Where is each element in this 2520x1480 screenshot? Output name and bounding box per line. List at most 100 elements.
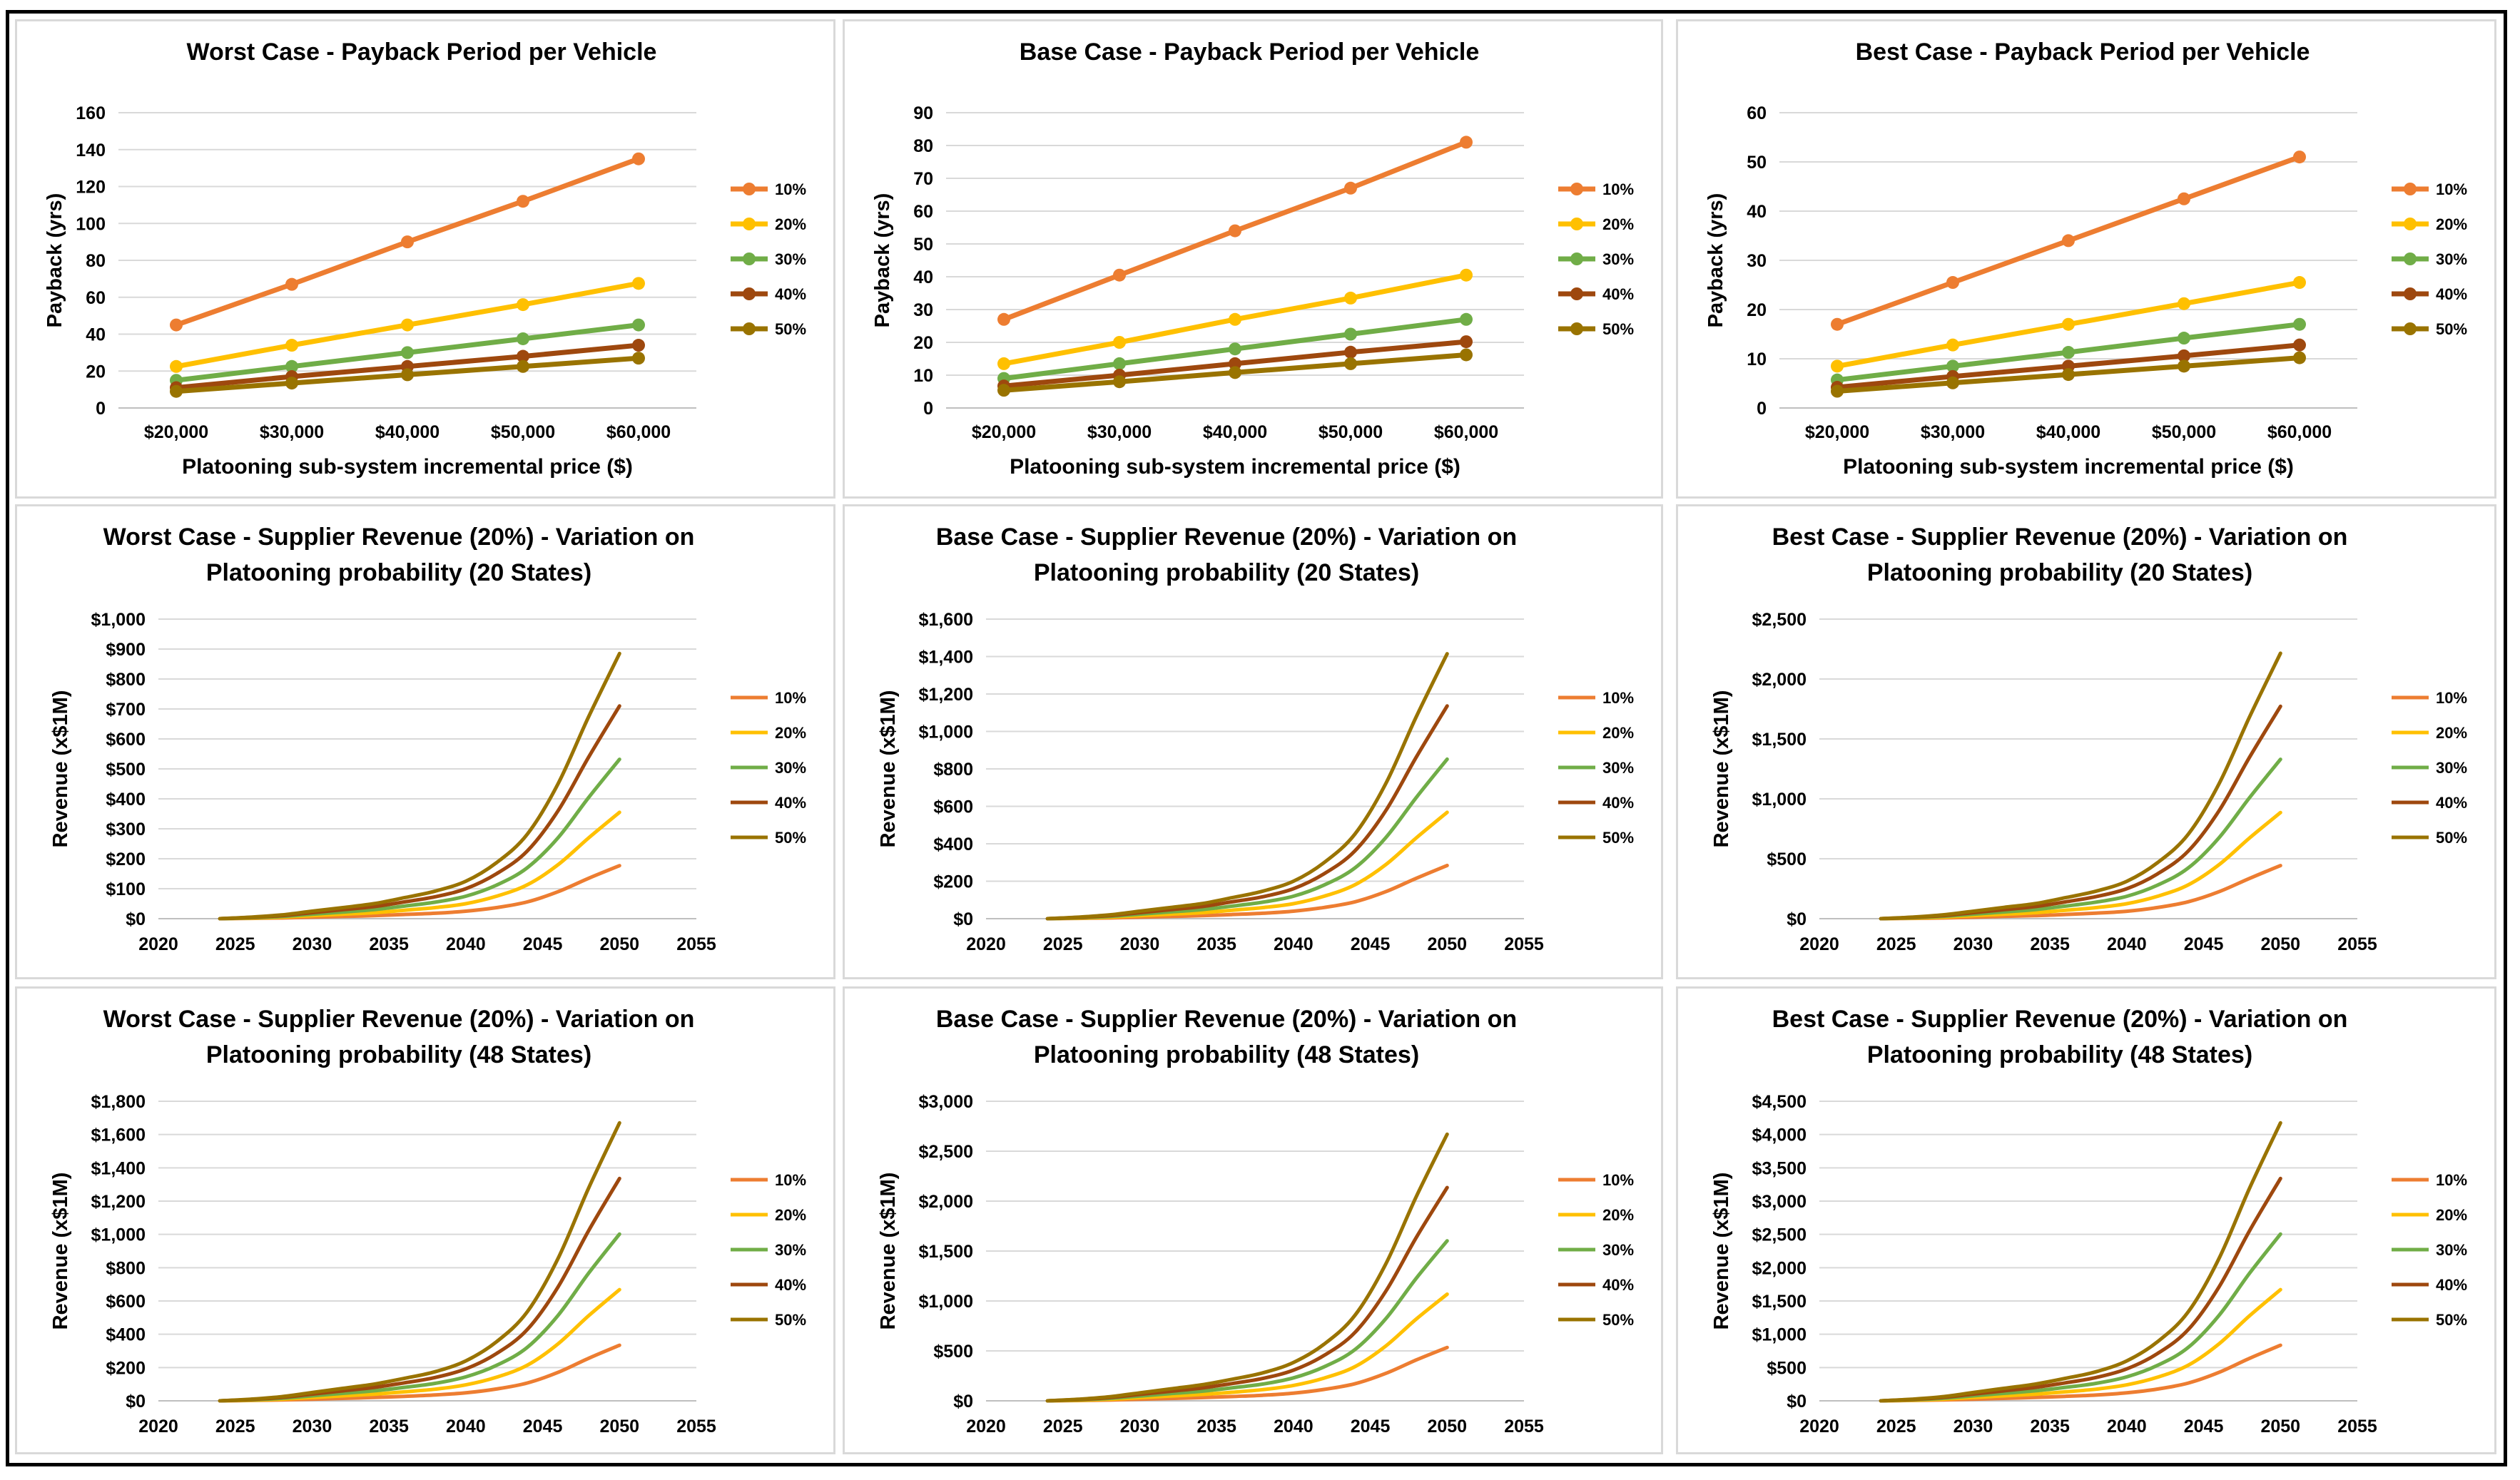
y-tick-label: $2,500 [1752, 610, 1807, 630]
x-tick-label: 2035 [2030, 934, 2070, 954]
legend-label: 40% [2436, 794, 2467, 812]
legend-label: 20% [2436, 724, 2467, 742]
x-tick-label: 2030 [293, 934, 332, 954]
x-tick-label: 2020 [138, 1417, 178, 1436]
x-tick-label: 2045 [2184, 1417, 2224, 1436]
data-point [2293, 150, 2306, 164]
series-line-50% [1879, 651, 2282, 921]
data-point [1460, 268, 1473, 282]
legend-label: 30% [775, 250, 806, 268]
y-axis-label: Revenue (x$1M) [49, 690, 72, 848]
legend-label: 50% [775, 829, 806, 847]
data-point [1229, 312, 1241, 326]
y-tick-label: $1,000 [1752, 1325, 1807, 1345]
data-point [170, 318, 183, 332]
y-tick-label: $400 [933, 835, 973, 854]
y-axis-label: Revenue (x$1M) [1710, 1173, 1733, 1330]
y-tick-label: $1,200 [919, 685, 973, 705]
legend-label: 40% [775, 794, 806, 812]
x-tick-label: 2045 [1351, 1417, 1391, 1436]
y-tick-label: $1,000 [91, 1225, 146, 1245]
y-axis-label: Revenue (x$1M) [49, 1173, 72, 1330]
x-tick-label: 2025 [215, 1417, 255, 1436]
legend-label: 40% [2436, 1276, 2467, 1294]
legend-label: 30% [1602, 759, 1634, 777]
x-tick-label: $20,000 [972, 422, 1036, 442]
chart-title: Worst Case - Payback Period per Vehicle [187, 39, 657, 66]
data-point [517, 332, 529, 345]
legend-marker [743, 287, 756, 300]
chart-title: Platooning probability (48 States) [206, 1041, 591, 1068]
legend-label: 10% [775, 180, 806, 198]
legend-label: 10% [1602, 180, 1634, 198]
x-tick-label: $30,000 [1921, 422, 1985, 442]
x-tick-label: $30,000 [260, 422, 324, 442]
legend-marker [1570, 322, 1583, 335]
chart-panel: Worst Case - Supplier Revenue (20%) - Va… [15, 504, 835, 979]
x-tick-label: 2050 [599, 1417, 639, 1436]
y-tick-label: $200 [106, 849, 146, 869]
chart-title: Best Case - Supplier Revenue (20%) - Var… [1772, 1006, 2348, 1033]
y-tick-label: $2,000 [919, 1192, 973, 1212]
series-line-50% [218, 651, 621, 921]
y-tick-label: $1,800 [91, 1092, 146, 1112]
x-tick-label: 2025 [1043, 1417, 1083, 1436]
x-tick-label: 2040 [2107, 934, 2147, 954]
y-tick-label: 60 [86, 288, 106, 308]
chart-svg: Base Case - Supplier Revenue (20%) - Var… [877, 524, 1634, 954]
data-point [401, 235, 414, 249]
legend-marker [743, 252, 756, 265]
legend-label: 30% [2436, 759, 2467, 777]
y-tick-label: $1,600 [91, 1126, 146, 1145]
y-tick-label: 30 [913, 300, 933, 320]
chart-title: Worst Case - Supplier Revenue (20%) - Va… [103, 1006, 695, 1033]
x-tick-label: 2025 [1876, 1417, 1916, 1436]
data-point [2062, 234, 2075, 247]
x-tick-label: 2045 [2184, 934, 2224, 954]
x-tick-label: 2035 [1197, 934, 1236, 954]
y-tick-label: $2,000 [1752, 1258, 1807, 1278]
x-tick-label: $60,000 [2267, 422, 2332, 442]
y-tick-label: 60 [913, 202, 933, 222]
data-point [1344, 327, 1357, 341]
legend-label: 30% [2436, 1241, 2467, 1259]
y-tick-label: $1,200 [91, 1192, 146, 1212]
x-tick-label: 2050 [2260, 1417, 2300, 1436]
legend-label: 40% [1602, 794, 1634, 812]
x-tick-label: 2020 [966, 1417, 1006, 1436]
legend-marker [743, 183, 756, 195]
y-tick-label: $200 [933, 872, 973, 892]
figure-frame: Worst Case - Payback Period per Vehicle 0… [6, 10, 2507, 1466]
data-point [1229, 366, 1241, 379]
legend-label: 30% [1602, 250, 1634, 268]
data-point [2178, 297, 2190, 310]
y-tick-label: 0 [1757, 399, 1767, 419]
chart-panel: Best Case - Supplier Revenue (20%) - Var… [1676, 986, 2496, 1454]
x-tick-label: 2050 [1427, 934, 1467, 954]
y-axis-label: Revenue (x$1M) [877, 1173, 900, 1330]
y-tick-label: 140 [76, 141, 106, 160]
series-line-40% [1879, 704, 2282, 921]
chart-panel: Base Case - Supplier Revenue (20%) - Var… [843, 986, 1663, 1454]
x-tick-label: 2035 [369, 1417, 409, 1436]
y-tick-label: 80 [913, 136, 933, 156]
y-tick-label: $0 [1787, 909, 1807, 929]
x-tick-label: 2025 [1876, 934, 1916, 954]
x-tick-label: $40,000 [1203, 422, 1267, 442]
x-tick-label: 2050 [599, 934, 639, 954]
legend-label: 50% [2436, 829, 2467, 847]
legend-label: 30% [775, 1241, 806, 1259]
data-point [632, 277, 645, 290]
x-tick-label: 2030 [1120, 1417, 1160, 1436]
data-point [2293, 276, 2306, 290]
data-point [1229, 342, 1241, 356]
legend-label: 30% [1602, 1241, 1634, 1259]
chart-panel: Best Case - Payback Period per Vehicle 0 1… [1676, 19, 2496, 499]
x-tick-label: 2035 [369, 934, 409, 954]
data-point [632, 318, 645, 332]
y-axis-label: Revenue (x$1M) [877, 690, 900, 848]
legend-label: 50% [775, 320, 806, 338]
legend-label: 40% [1602, 1276, 1634, 1294]
y-tick-label: 10 [913, 366, 933, 386]
y-tick-label: $0 [953, 909, 973, 929]
